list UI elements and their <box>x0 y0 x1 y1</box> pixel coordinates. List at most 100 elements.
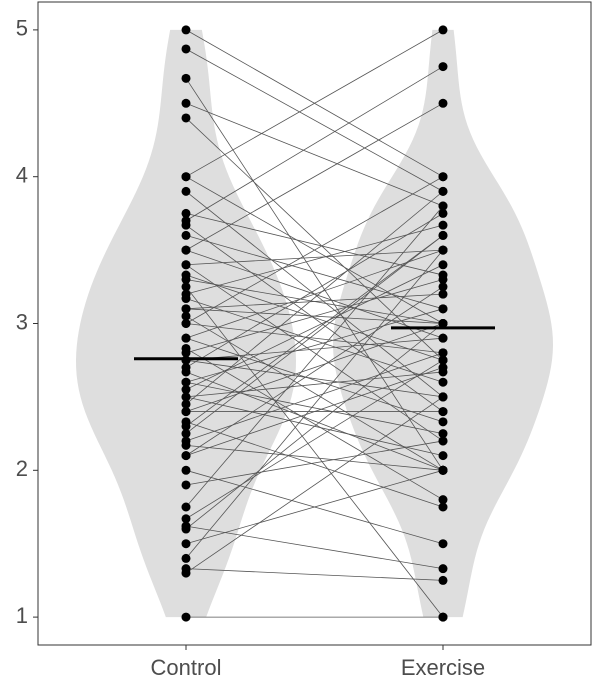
pair-line <box>185 66 444 222</box>
point <box>438 612 448 622</box>
point <box>438 319 448 328</box>
point <box>181 260 191 270</box>
point <box>181 311 191 321</box>
point <box>438 270 448 280</box>
point <box>181 521 191 531</box>
point <box>181 172 191 182</box>
point <box>181 44 191 54</box>
y-tick-label: 5 <box>16 16 28 41</box>
point <box>438 245 448 255</box>
pair-line <box>185 235 444 310</box>
point <box>181 216 191 226</box>
point <box>181 319 191 328</box>
pair-line <box>185 323 444 412</box>
x-tick-label: Exercise <box>401 655 485 680</box>
pair-line <box>185 348 444 501</box>
y-tick-label: 1 <box>16 603 28 628</box>
point <box>438 502 448 512</box>
point <box>181 343 191 353</box>
pair-line <box>185 367 444 457</box>
pair-line <box>185 359 444 398</box>
pair-line <box>185 337 444 423</box>
pair-line <box>185 264 444 442</box>
point <box>181 282 191 292</box>
pair-line <box>185 102 444 207</box>
point <box>181 333 191 343</box>
pair-line <box>185 176 444 324</box>
pair-line <box>185 469 444 545</box>
pair-line <box>185 396 444 574</box>
pair-line <box>185 298 444 383</box>
point <box>438 282 448 292</box>
pair-line <box>185 381 444 434</box>
pair-line <box>185 224 444 412</box>
pair-line <box>185 249 444 559</box>
point <box>181 392 191 402</box>
point <box>438 230 448 240</box>
point <box>181 451 191 461</box>
point <box>181 25 191 35</box>
point <box>438 201 448 211</box>
y-tick-label: 4 <box>16 163 28 188</box>
pair-line <box>185 286 444 456</box>
point <box>181 564 191 574</box>
pair-line <box>185 337 444 361</box>
point <box>181 98 191 108</box>
pair-line <box>185 29 444 178</box>
pair-line <box>185 568 444 581</box>
point <box>438 333 448 343</box>
pair-line <box>185 264 444 390</box>
pair-line <box>185 224 444 295</box>
point <box>438 495 448 505</box>
pair-line <box>185 396 444 457</box>
point <box>181 407 191 417</box>
point <box>181 502 191 512</box>
point <box>181 245 191 255</box>
point <box>181 377 191 387</box>
pair-line <box>185 213 444 276</box>
point <box>438 451 448 461</box>
point <box>438 289 448 299</box>
point <box>181 73 191 83</box>
pair-line <box>185 235 444 427</box>
point <box>438 392 448 402</box>
point <box>181 113 191 123</box>
pair-line <box>185 279 444 324</box>
pair-line <box>185 352 444 442</box>
pair-line <box>185 274 444 361</box>
y-tick-label: 2 <box>16 456 28 481</box>
x-tick-label: Control <box>151 655 222 680</box>
point <box>181 385 191 395</box>
pair-line <box>185 117 444 361</box>
pair-line <box>185 249 444 266</box>
point <box>438 98 448 108</box>
point <box>438 575 448 585</box>
point <box>438 220 448 230</box>
point <box>438 377 448 387</box>
point <box>181 436 191 446</box>
point <box>181 230 191 240</box>
point <box>438 429 448 439</box>
point <box>181 208 191 218</box>
point <box>181 539 191 549</box>
pair-line <box>185 308 444 324</box>
pair-line <box>185 235 444 434</box>
pair-line <box>185 286 444 618</box>
pair-line <box>185 48 444 192</box>
point <box>181 429 191 439</box>
point <box>438 208 448 218</box>
pair-line <box>185 323 444 354</box>
point <box>438 564 448 574</box>
point <box>181 304 191 314</box>
pair-line <box>185 359 444 520</box>
point <box>181 514 191 524</box>
pair-line <box>185 440 444 486</box>
y-tick-label: 3 <box>16 309 28 334</box>
point <box>438 417 448 427</box>
point <box>181 553 191 563</box>
point <box>181 612 191 622</box>
point <box>438 186 448 196</box>
point <box>438 436 448 446</box>
point <box>438 304 448 314</box>
